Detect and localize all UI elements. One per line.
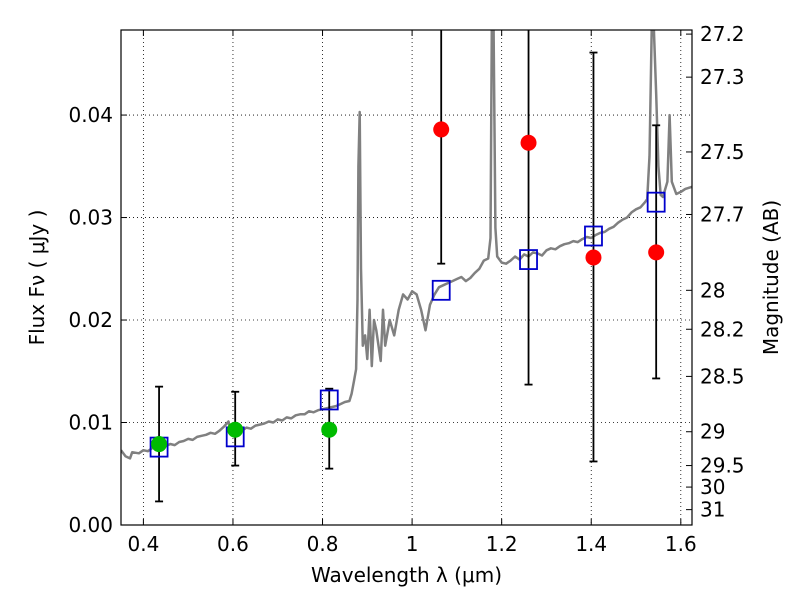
x-tick-label: 0.6 (217, 532, 249, 556)
error-bars (155, 30, 661, 503)
observed-points (151, 121, 665, 453)
right-tick-label: 27.3 (700, 65, 745, 89)
constraint-point (648, 244, 665, 261)
grid-lines (121, 30, 692, 526)
y-axis-label-right: Magnitude (AB) (759, 200, 783, 355)
detection-point (227, 421, 244, 438)
y-tick-label: 0.02 (68, 308, 113, 332)
right-tick-label: 27.5 (700, 140, 745, 164)
y-tick-label: 0.01 (68, 411, 113, 435)
model-photometry-square (584, 225, 603, 247)
right-tick-label: 28.5 (700, 364, 745, 388)
model-photometry-square (319, 389, 339, 411)
y-tick-label: 0.03 (68, 206, 113, 230)
x-tick-label: 0.4 (127, 532, 159, 556)
model-photometry-square (431, 279, 451, 301)
model-photometry-square (519, 249, 538, 270)
x-tick-label: 1.6 (665, 532, 697, 556)
right-tick-label: 29.5 (700, 454, 745, 478)
right-tick-label: 28.2 (700, 317, 745, 341)
right-tick-label: 27.7 (700, 202, 745, 226)
right-tick-label: 31 (700, 498, 725, 522)
x-tick-label: 1.2 (486, 532, 518, 556)
x-tick-label: 1 (406, 532, 419, 556)
y-tick-label: 0.00 (68, 513, 113, 537)
model-photometry-square (646, 191, 666, 213)
x-axis-label: Wavelength λ (μm) (311, 563, 502, 587)
model-spectrum-line (121, 30, 692, 460)
plot-frame (120, 29, 693, 526)
detection-point (151, 436, 168, 453)
y-axis-label-left: Flux Fν ( μJy ) (25, 210, 49, 346)
right-tick-label: 27.2 (700, 22, 745, 46)
model-photometry-points (149, 191, 666, 458)
constraint-point (433, 121, 450, 138)
x-tick-label: 0.8 (307, 532, 339, 556)
y-tick-label: 0.04 (68, 103, 113, 127)
right-tick-label: 30 (700, 475, 725, 499)
x-tick-label: 1.4 (575, 532, 607, 556)
right-tick-label: 29 (700, 420, 725, 444)
axis-ticks: 0.4 0.6 0.8 1 1.2 1.4 1.6 0.00 0.01 0.02 0.03 0.04 2… (68, 22, 744, 556)
right-tick-label: 28 (700, 278, 725, 302)
model-spectrum (121, 30, 692, 460)
constraint-point (520, 134, 537, 151)
constraint-point (585, 249, 602, 266)
detection-point (321, 421, 338, 438)
